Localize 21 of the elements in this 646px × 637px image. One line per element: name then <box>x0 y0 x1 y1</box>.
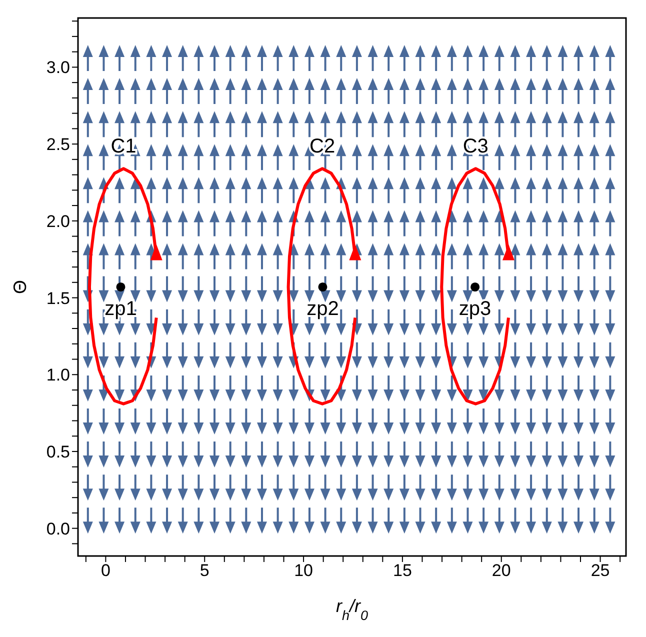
x-tick-label: 25 <box>590 561 610 580</box>
annotation: zp3 <box>458 298 492 320</box>
x-tick-label: 15 <box>392 561 412 580</box>
x-tick-label: 20 <box>492 561 511 580</box>
y-tick-label: 2.5 <box>46 135 70 154</box>
annotation: zp1 <box>104 298 137 320</box>
y-tick-label: 2.0 <box>46 212 70 231</box>
y-tick-label: 0.5 <box>46 442 70 462</box>
x-tick-label: 0 <box>100 561 110 580</box>
annotation: C2 <box>310 136 336 158</box>
annotation: zp2 <box>306 298 339 320</box>
y-tick-label: 0.0 <box>46 519 70 538</box>
annotation: C3 <box>462 136 488 158</box>
x-tick-label: 5 <box>200 561 210 580</box>
x-axis-title: r$_{h}$/r$_{0}$ <box>336 596 368 622</box>
y-tick-label: 3.0 <box>46 58 70 78</box>
y-tick-label: 1.5 <box>46 288 70 308</box>
annotation: C1 <box>110 136 136 158</box>
y-tick-label: 1.0 <box>46 366 70 385</box>
x-tick-label: 10 <box>294 561 313 580</box>
y-axis-title: Θ <box>10 280 30 294</box>
